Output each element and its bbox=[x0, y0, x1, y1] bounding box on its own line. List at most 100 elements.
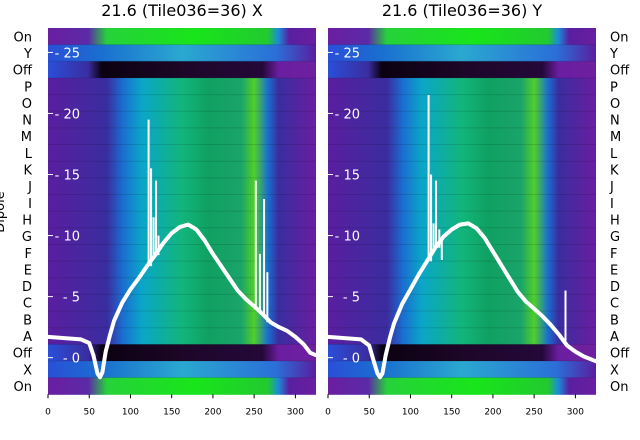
heatmap-row-m bbox=[328, 127, 596, 146]
x-tick-label: 200 bbox=[484, 407, 501, 417]
panel-x-title: 21.6 (Tile036=36) X bbox=[101, 1, 263, 20]
overlay-tick-label: - 0 bbox=[63, 352, 80, 367]
row-label: On bbox=[14, 30, 32, 45]
row-label: I bbox=[28, 197, 32, 212]
row-label: D bbox=[22, 280, 32, 295]
row-label: G bbox=[610, 230, 620, 245]
row-label: X bbox=[23, 363, 32, 378]
heatmap-row-n bbox=[328, 111, 596, 129]
heatmap-row-on bbox=[48, 377, 316, 395]
panel-x-plot: - 25 - 20 - 15 - 10 - 5 - 0 bbox=[46, 28, 318, 395]
row-label: G bbox=[22, 230, 32, 245]
heatmap-row-g bbox=[328, 227, 596, 245]
heatmap-row-f bbox=[48, 244, 316, 262]
x-tick-label: 200 bbox=[204, 407, 221, 417]
row-label: D bbox=[610, 280, 620, 295]
heatmap-row-off bbox=[48, 61, 316, 79]
row-label: On bbox=[14, 380, 32, 395]
row-label: F bbox=[610, 247, 617, 262]
heatmap-row-a bbox=[328, 327, 596, 345]
row-label: Y bbox=[609, 47, 618, 62]
overlay-tick-label: - 15 bbox=[335, 169, 360, 184]
row-label: B bbox=[610, 313, 619, 328]
heatmap-row-k bbox=[328, 161, 596, 179]
heatmap-row-p bbox=[48, 77, 316, 96]
row-label: P bbox=[610, 80, 618, 95]
row-label: J bbox=[609, 180, 614, 195]
heatmap-row-x bbox=[48, 361, 316, 379]
overlay-tick-label: - 15 bbox=[55, 169, 80, 184]
overlay-tick-label: - 20 bbox=[335, 107, 360, 122]
row-label: N bbox=[22, 114, 32, 129]
row-label: Off bbox=[13, 64, 33, 79]
row-label: E bbox=[610, 263, 618, 278]
heatmap-row-off bbox=[328, 344, 596, 362]
heatmap-row-c bbox=[328, 294, 596, 312]
row-label: X bbox=[610, 363, 619, 378]
row-label: Off bbox=[13, 347, 33, 362]
row-label: H bbox=[22, 213, 32, 228]
row-label: C bbox=[610, 297, 619, 312]
row-label: F bbox=[25, 247, 32, 262]
heatmap-row-f bbox=[328, 244, 596, 262]
heatmap-row-l bbox=[48, 144, 316, 162]
overlay-tick-label: - 0 bbox=[343, 352, 360, 367]
heatmap-row-on bbox=[328, 28, 596, 46]
row-label: On bbox=[610, 30, 628, 45]
overlay-tick-label: - 20 bbox=[55, 107, 80, 122]
panel-y-plot: - 25 - 20 - 15 - 10 - 5 - 0 bbox=[326, 28, 598, 395]
row-label: Off bbox=[610, 64, 630, 79]
row-label: H bbox=[610, 213, 620, 228]
row-label: K bbox=[23, 164, 32, 179]
heatmap-row-off bbox=[48, 344, 316, 362]
overlay-tick-label: - 25 bbox=[335, 46, 360, 61]
heatmap-row-y bbox=[328, 44, 596, 62]
heatmap-row-d bbox=[328, 277, 596, 295]
heatmap-row-e bbox=[48, 261, 316, 279]
heatmap-row-on bbox=[328, 377, 596, 395]
x-tick-label: 300 bbox=[287, 407, 304, 417]
heatmap-row-off bbox=[328, 61, 596, 79]
heatmap-row-j bbox=[328, 177, 596, 195]
heatmap-row-g bbox=[48, 227, 316, 245]
row-label: A bbox=[610, 330, 619, 345]
row-label: Off bbox=[610, 347, 630, 362]
row-label: O bbox=[610, 97, 620, 112]
x-tick-label: 300 bbox=[567, 407, 584, 417]
row-label: I bbox=[610, 197, 614, 212]
row-label: N bbox=[610, 114, 620, 129]
row-label: J bbox=[27, 180, 32, 195]
heatmap-row-o bbox=[328, 94, 596, 112]
row-label: Y bbox=[23, 47, 32, 62]
overlay-tick-label: - 10 bbox=[55, 230, 80, 245]
heatmap-row-a bbox=[48, 327, 316, 345]
heatmap-row-h bbox=[48, 211, 316, 229]
y-axis-label: Dipole bbox=[0, 191, 8, 232]
heatmap-row-o bbox=[48, 94, 316, 112]
heatmap-row-k bbox=[48, 161, 316, 179]
heatmap-row-e bbox=[328, 261, 596, 279]
x-tick-label: 100 bbox=[122, 407, 139, 417]
x-tick-label: 50 bbox=[84, 407, 96, 417]
heatmap-row-x bbox=[328, 361, 596, 379]
x-tick-label: 150 bbox=[163, 407, 180, 417]
heatmap-row-n bbox=[48, 111, 316, 129]
x-tick-label: 0 bbox=[45, 407, 51, 417]
heatmap-row-m bbox=[48, 127, 316, 146]
x-tick-label: 50 bbox=[364, 407, 376, 417]
row-label: On bbox=[610, 380, 628, 395]
panel-x-x-ticks: 0 50 100 150 200 250 300 bbox=[45, 394, 304, 417]
panel-y-title: 21.6 (Tile036=36) Y bbox=[382, 1, 543, 20]
overlay-tick-label: - 5 bbox=[63, 291, 80, 306]
row-label: M bbox=[21, 130, 32, 145]
x-tick-label: 250 bbox=[246, 407, 263, 417]
x-tick-label: 0 bbox=[325, 407, 331, 417]
x-tick-label: 100 bbox=[402, 407, 419, 417]
heatmap-row-c bbox=[48, 294, 316, 312]
row-label: L bbox=[25, 147, 33, 162]
panel-y-x-ticks: 0 50 100 150 200 250 300 bbox=[325, 394, 584, 417]
overlay-series-line bbox=[326, 221, 598, 380]
row-label: L bbox=[610, 147, 618, 162]
